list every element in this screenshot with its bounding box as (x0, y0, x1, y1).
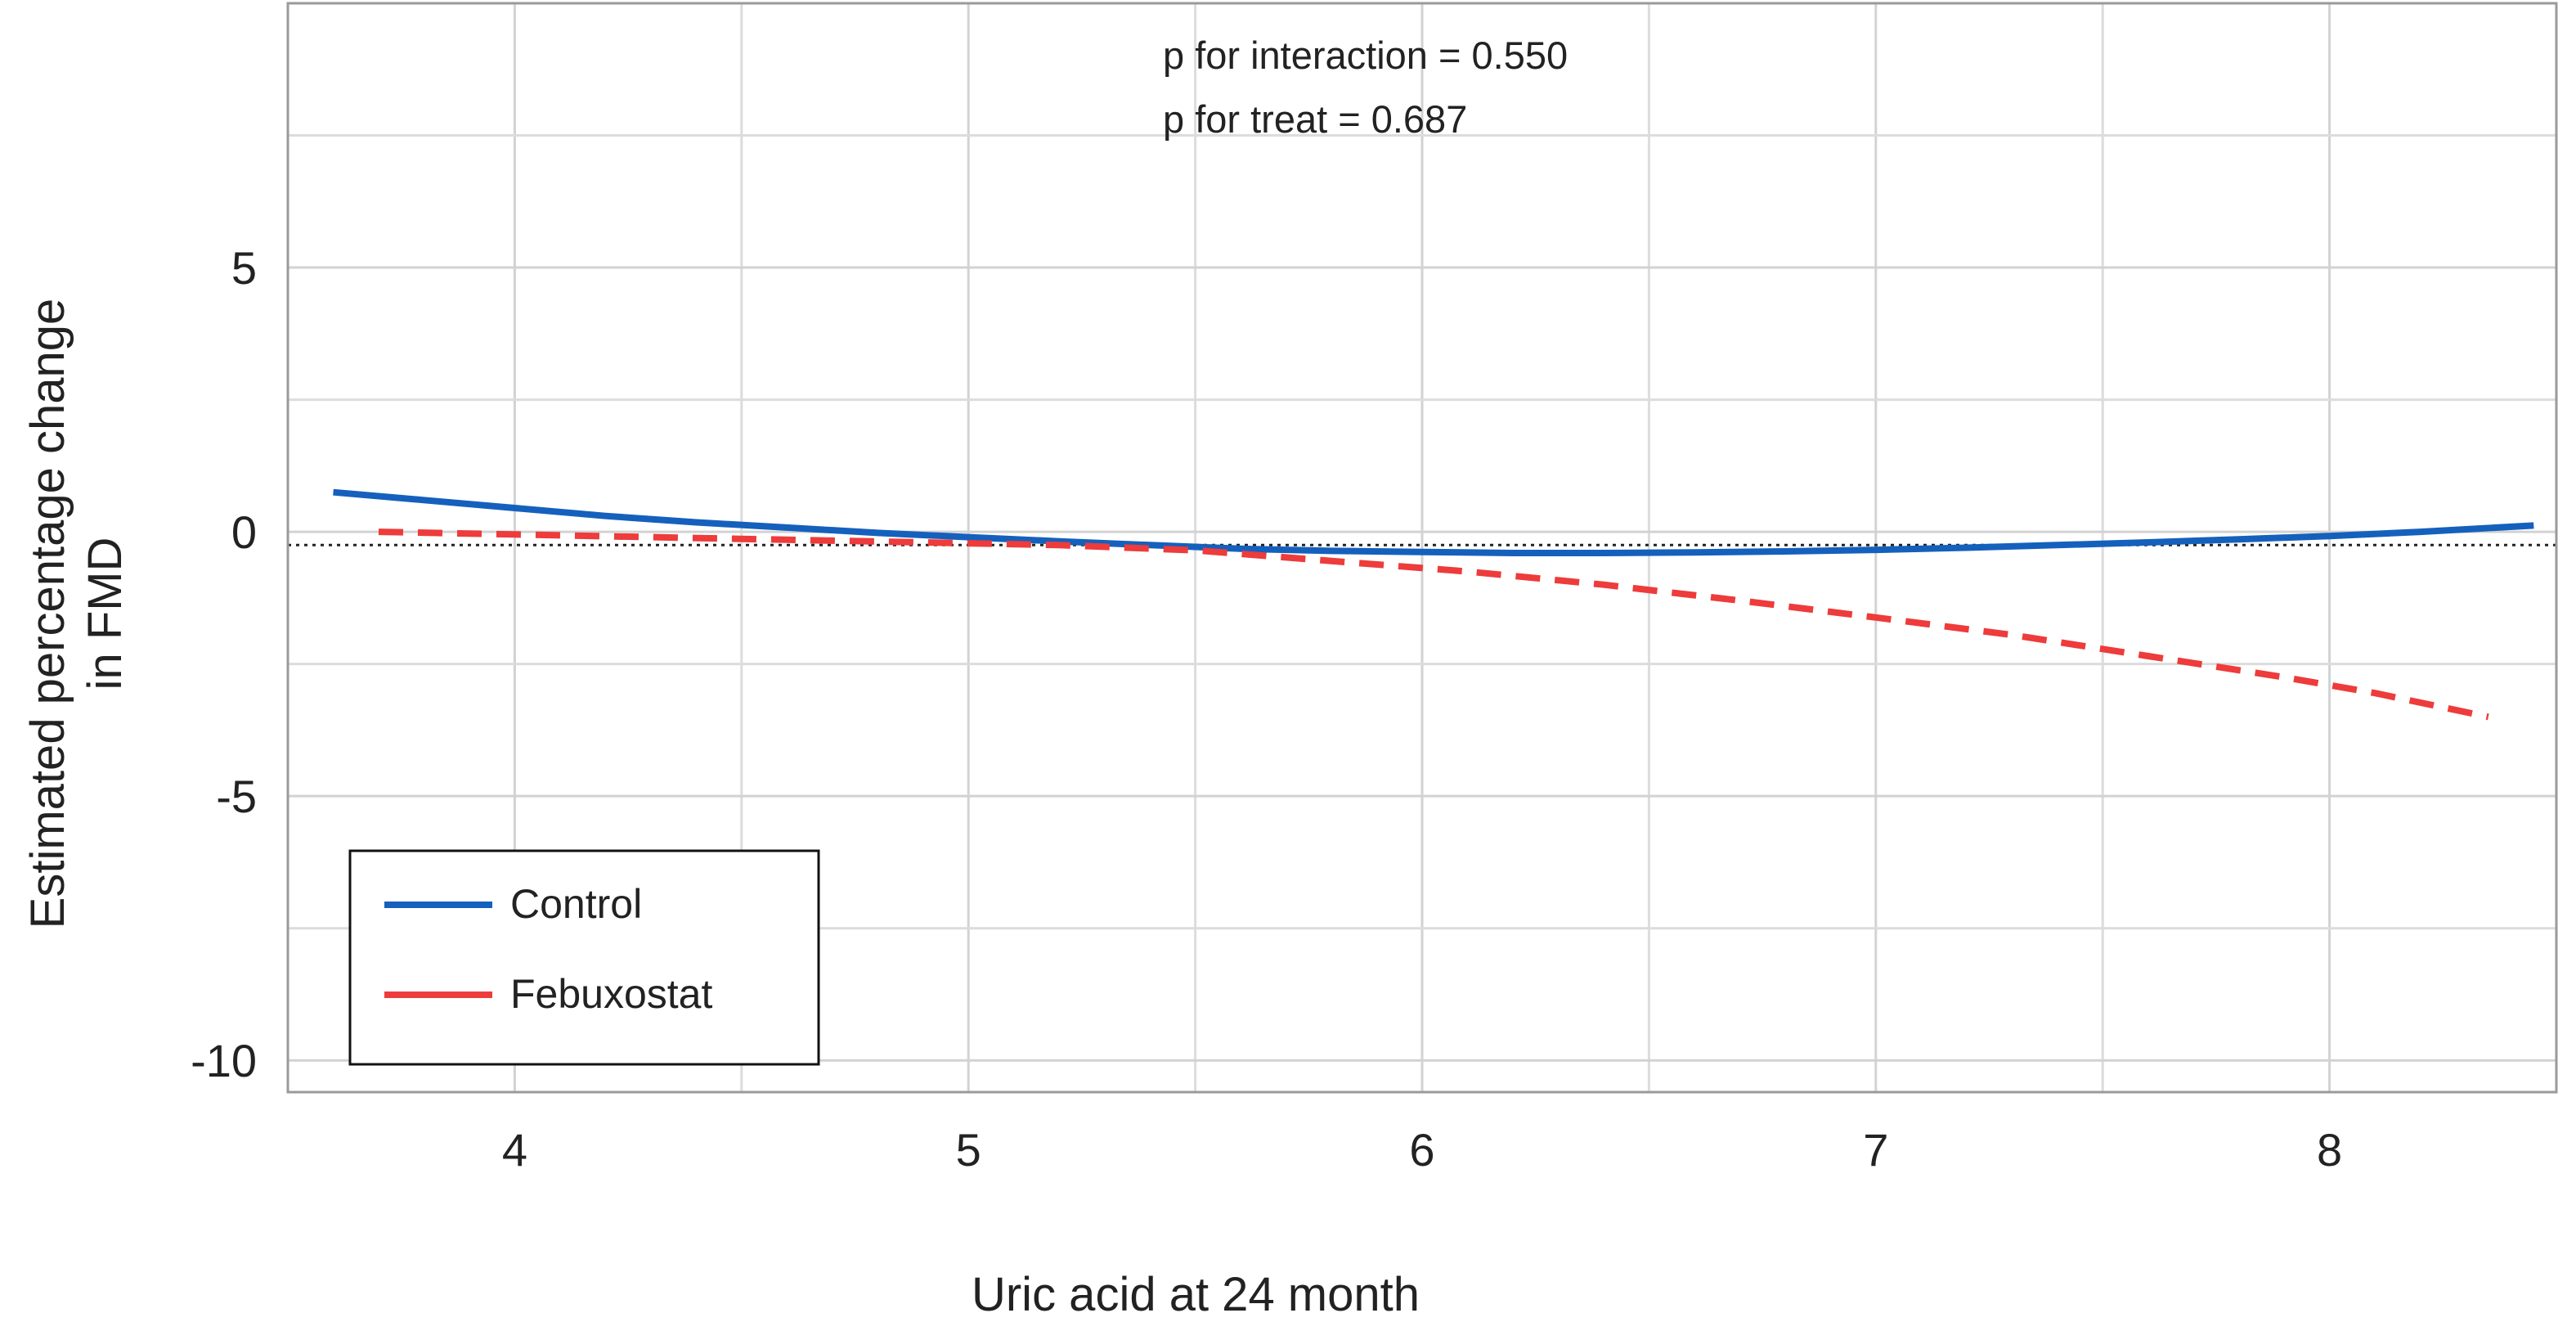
y-tick-label-1: 0 (231, 506, 257, 558)
legend-label-febuxostat: Febuxostat (510, 971, 712, 1017)
y-tick-label-2: -5 (216, 771, 257, 822)
legend-box (348, 849, 820, 1066)
series-line-control (333, 488, 2534, 556)
p-treat-annotation: p for treat = 0.687 (1163, 97, 1467, 141)
series-layer (333, 488, 2534, 721)
p-interaction-annotation: p for interaction = 0.550 (1163, 34, 1568, 77)
series-line-febuxostat (378, 528, 2489, 721)
y-axis-title: Estimated percentage change in FMD (21, 299, 132, 929)
y-axis-title-line-1: Estimated percentage change (21, 299, 74, 929)
legend-label-control: Control (510, 881, 642, 927)
x-axis-title: Uric acid at 24 month (972, 1268, 1420, 1321)
y-tick-label-3: -10 (191, 1035, 257, 1086)
y-axis-title-line-2: in FMD (79, 537, 132, 690)
x-tick-label-0: 4 (502, 1124, 527, 1176)
x-tick-label-4: 8 (2317, 1124, 2342, 1176)
x-tick-label-1: 5 (956, 1124, 981, 1176)
plot-frame (286, 2, 2558, 1094)
tick-label-layer: 4 5 6 7 8 5 0 -5 -10 (191, 242, 2342, 1176)
x-tick-label-3: 7 (1863, 1124, 1888, 1176)
legend: Control Febuxostat (348, 849, 820, 1066)
x-tick-label-2: 6 (1409, 1124, 1434, 1176)
y-tick-label-0: 5 (231, 242, 257, 294)
